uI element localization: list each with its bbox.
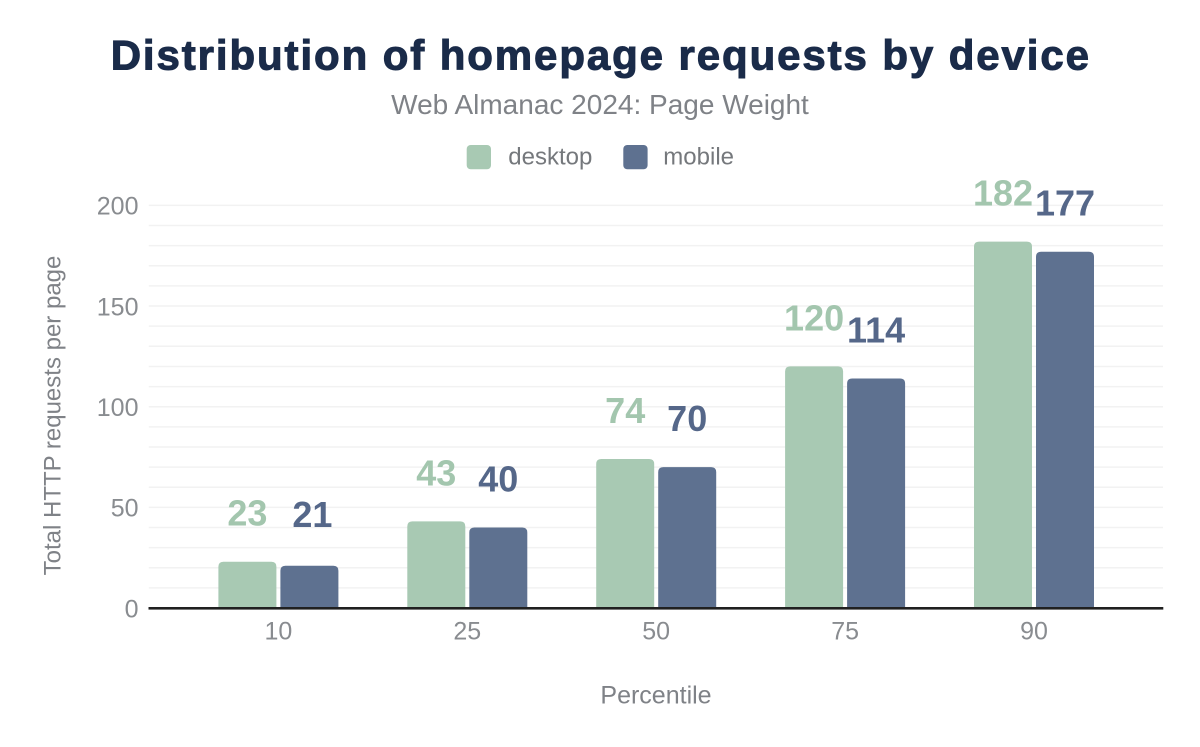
svg-text:10: 10 <box>264 618 292 646</box>
svg-text:Percentile: Percentile <box>600 682 711 710</box>
svg-text:Web Almanac 2024: Page Weight: Web Almanac 2024: Page Weight <box>391 89 809 120</box>
svg-text:desktop: desktop <box>508 144 592 171</box>
svg-text:mobile: mobile <box>663 144 734 171</box>
svg-text:Total HTTP requests per page: Total HTTP requests per page <box>40 256 67 576</box>
svg-text:182: 182 <box>973 173 1033 214</box>
svg-text:177: 177 <box>1035 183 1095 224</box>
svg-text:114: 114 <box>847 310 905 351</box>
svg-text:0: 0 <box>125 595 139 623</box>
svg-text:21: 21 <box>292 494 332 535</box>
svg-text:120: 120 <box>784 297 844 338</box>
svg-text:70: 70 <box>667 398 707 439</box>
svg-text:43: 43 <box>416 452 456 493</box>
svg-text:25: 25 <box>453 618 481 646</box>
svg-text:50: 50 <box>111 495 139 523</box>
svg-text:23: 23 <box>227 493 267 534</box>
svg-text:74: 74 <box>605 390 645 431</box>
svg-text:90: 90 <box>1020 618 1048 646</box>
svg-text:200: 200 <box>97 193 139 221</box>
svg-text:100: 100 <box>97 394 139 422</box>
svg-text:50: 50 <box>642 618 670 646</box>
svg-text:40: 40 <box>478 459 518 500</box>
svg-text:Distribution of homepage reque: Distribution of homepage requests by dev… <box>111 32 1091 79</box>
svg-text:150: 150 <box>97 293 139 321</box>
svg-text:75: 75 <box>831 618 859 646</box>
